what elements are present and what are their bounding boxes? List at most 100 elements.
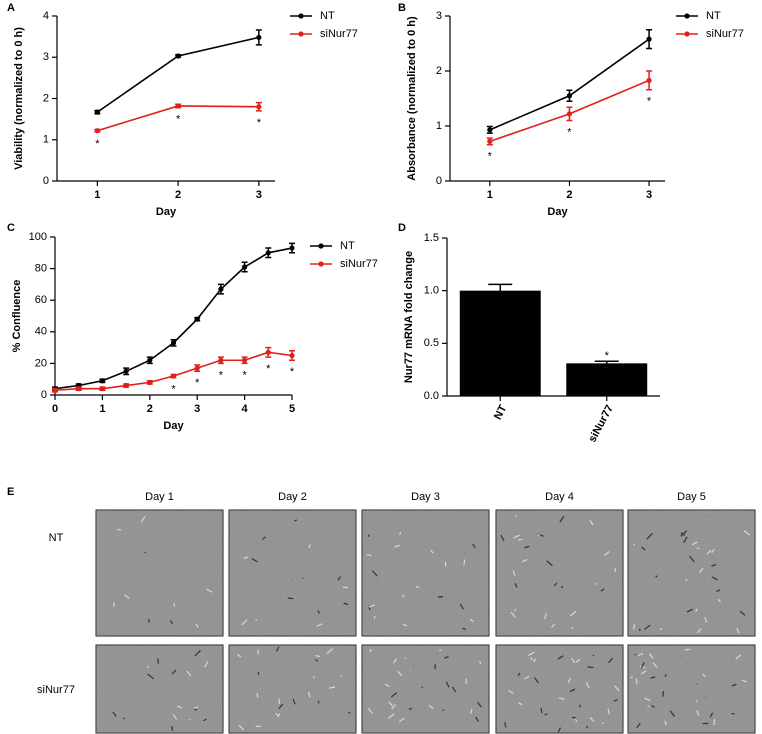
cell (689, 555, 695, 563)
bar (459, 290, 541, 396)
micrograph-texture (362, 510, 489, 636)
cell (524, 545, 530, 549)
cell (695, 700, 698, 703)
cell (696, 710, 700, 716)
cell (522, 558, 528, 563)
y-tick-label: 1.0 (424, 285, 439, 297)
legend-marker (318, 243, 324, 249)
x-axis-label: Day (163, 420, 184, 432)
cell (276, 646, 280, 652)
cell (146, 666, 150, 669)
y-tick-label: 0.5 (424, 337, 439, 349)
cell (238, 724, 245, 731)
point (94, 128, 100, 134)
significance-label: * (266, 363, 271, 375)
legend-label: siNur77 (706, 28, 744, 40)
cell (479, 660, 482, 665)
cell (477, 701, 482, 708)
cell (172, 713, 178, 720)
point (265, 250, 271, 256)
cell (686, 608, 693, 613)
point (256, 104, 262, 110)
cell (517, 672, 521, 677)
cell (571, 657, 575, 663)
bar (566, 363, 648, 396)
x-tick-label: 2 (175, 189, 181, 201)
cell (372, 570, 378, 577)
x-tick-label: 5 (289, 403, 295, 415)
cell (638, 653, 642, 657)
cell (176, 705, 183, 709)
cell (743, 530, 751, 536)
point (194, 365, 200, 371)
x-axis-label: Day (156, 206, 177, 218)
cell (326, 648, 334, 655)
legend-label: siNur77 (340, 258, 378, 270)
cell (518, 538, 523, 541)
point (218, 357, 224, 363)
significance-label: * (257, 117, 262, 129)
cell (662, 691, 665, 697)
cell (731, 683, 737, 687)
cell (388, 713, 395, 719)
cell (585, 681, 590, 689)
cell (337, 576, 342, 581)
legend-label: NT (320, 10, 335, 22)
cell (367, 534, 370, 538)
cell (684, 648, 691, 651)
y-tick-label: 40 (35, 326, 47, 338)
micrograph-texture (628, 510, 755, 636)
point (646, 36, 652, 42)
x-tick-label: 2 (566, 189, 572, 201)
cell (255, 618, 258, 621)
cell (462, 627, 467, 631)
micrograph-texture (362, 645, 489, 733)
cell (513, 534, 520, 539)
cell (117, 528, 122, 531)
micrograph-texture (229, 645, 356, 733)
cell (706, 549, 712, 555)
column-header: Day 5 (677, 491, 706, 503)
row-label: NT (49, 532, 64, 544)
cell (397, 670, 403, 677)
series-line (96, 36, 260, 113)
row-label: siNur77 (37, 684, 75, 696)
cell (641, 546, 646, 551)
cell (451, 686, 457, 693)
cell (112, 711, 117, 717)
cell (368, 604, 375, 608)
micrograph-texture (496, 510, 623, 636)
micrograph-texture (229, 510, 356, 636)
y-tick-label: 20 (35, 357, 47, 369)
x-tick-label: NT (492, 403, 510, 422)
cell (742, 679, 747, 683)
x-tick-label: 1 (487, 189, 493, 201)
cell (575, 658, 580, 664)
panel-label: E (7, 486, 14, 498)
cell (567, 677, 572, 683)
cell (557, 727, 562, 733)
cell (193, 706, 199, 709)
cell (713, 719, 716, 725)
y-tick-label: 1 (436, 120, 442, 132)
cell (640, 652, 644, 656)
cell (635, 678, 638, 685)
point (175, 103, 181, 109)
cell (650, 676, 656, 679)
cell (404, 657, 407, 659)
cell (408, 707, 413, 710)
cell (124, 594, 130, 599)
y-axis-label: Nur77 mRNA fold change (403, 251, 415, 383)
cell (736, 627, 740, 634)
cell (444, 561, 447, 567)
cell (579, 704, 581, 708)
cell (256, 692, 259, 698)
cell (171, 669, 177, 675)
cell (646, 532, 653, 540)
x-tick-label: 1 (99, 403, 105, 415)
cell (644, 697, 651, 702)
micrograph-texture (628, 645, 755, 733)
micrograph-texture (96, 510, 223, 636)
cell (171, 725, 174, 731)
